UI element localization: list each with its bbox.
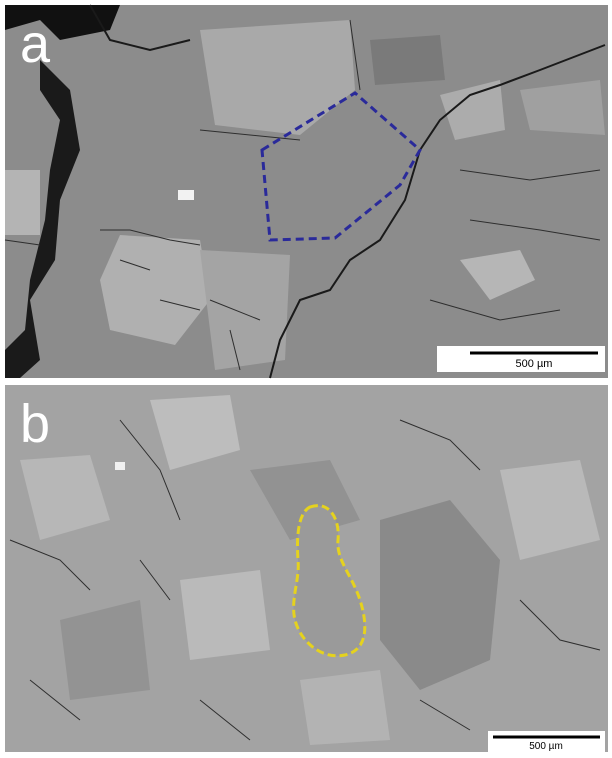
scale-bar-label: 500 µm	[516, 358, 553, 370]
bright-grain	[115, 462, 125, 470]
grain	[180, 570, 270, 660]
panel-label: b	[20, 394, 50, 454]
panel-label: a	[20, 14, 51, 74]
scale-bar-label: 500 µm	[529, 741, 563, 752]
panel-a: a 500 µm	[5, 5, 608, 378]
grain	[5, 170, 40, 235]
grain	[300, 670, 390, 745]
figure: a 500 µm b 500 µm	[0, 0, 612, 758]
panel-b: b 500 µm	[5, 385, 608, 752]
grain	[370, 35, 445, 85]
bright-grain	[178, 190, 194, 200]
figure-canvas: a 500 µm b 500 µm	[0, 0, 612, 758]
